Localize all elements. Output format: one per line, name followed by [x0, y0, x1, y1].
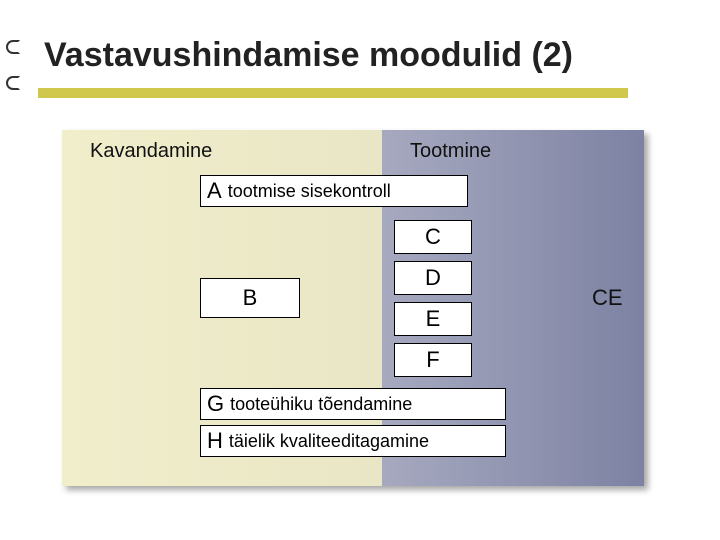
module-e-letter: E [426, 306, 441, 332]
module-box-e: E [394, 302, 472, 336]
module-box-d: D [394, 261, 472, 295]
module-a-letter: A [207, 178, 222, 204]
module-h-label: täielik kvaliteeditagamine [229, 431, 429, 452]
module-b-letter: B [243, 285, 258, 311]
header-left: Kavandamine [90, 140, 212, 163]
module-h-letter: H [207, 428, 223, 454]
module-box-g: G tooteühiku tõendamine [200, 388, 506, 420]
header-right: Tootmine [410, 140, 491, 163]
module-box-h: H täielik kvaliteeditagamine [200, 425, 506, 457]
module-g-letter: G [207, 391, 224, 417]
module-c-letter: C [425, 224, 441, 250]
module-box-b: B [200, 278, 300, 318]
spiral-binding [6, 40, 30, 112]
page-title: Vastavushindamise moodulid (2) [44, 36, 573, 75]
module-a-label: tootmise sisekontroll [228, 181, 391, 202]
module-box-a: A tootmise sisekontroll [200, 175, 468, 207]
module-box-f: F [394, 343, 472, 377]
module-g-label: tooteühiku tõendamine [230, 394, 412, 415]
title-underline [38, 88, 628, 98]
ce-label: CE [592, 285, 623, 311]
module-box-c: C [394, 220, 472, 254]
module-d-letter: D [425, 265, 441, 291]
module-f-letter: F [426, 347, 439, 373]
